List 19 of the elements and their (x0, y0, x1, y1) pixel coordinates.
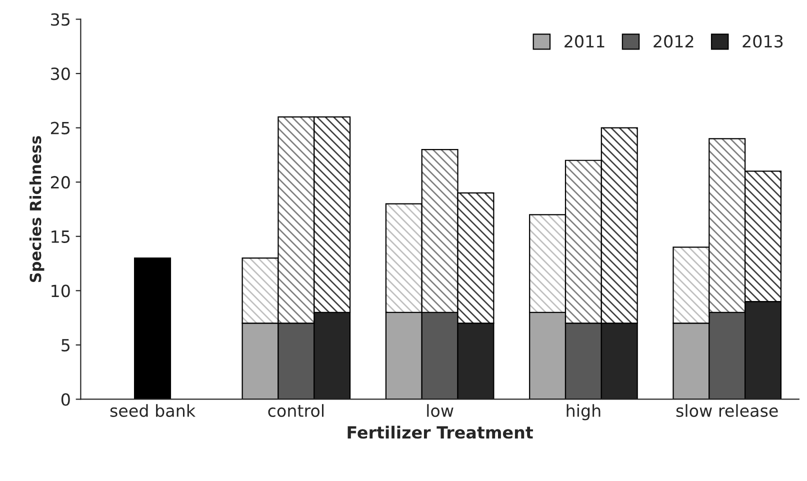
y-tick-label: 35 (51, 13, 70, 26)
x-tick-label: high (566, 404, 600, 420)
y-tick-label: 25 (50, 122, 70, 134)
y-tick-label: 10 (52, 284, 70, 298)
y-tick-label: 5 (62, 339, 70, 352)
x-tick-label: control (268, 404, 324, 417)
x-tick-label: slow release (676, 404, 778, 417)
legend-label: 2011 (564, 35, 604, 48)
x-axis-title: Fertilizer Treatment (348, 426, 534, 439)
y-tick-label: 30 (51, 67, 70, 80)
y-tick-label: 15 (52, 230, 70, 243)
bar (134, 258, 172, 400)
x-tick-label: low (427, 404, 454, 417)
y-axis-title: Species Richness (29, 136, 44, 282)
legend-label: 2012 (654, 35, 694, 48)
legend-label: 2013 (742, 35, 783, 48)
x-tick-label: seed bank (110, 404, 196, 417)
y-tick-label: 0 (61, 393, 70, 406)
y-tick-label: 20 (50, 176, 70, 189)
